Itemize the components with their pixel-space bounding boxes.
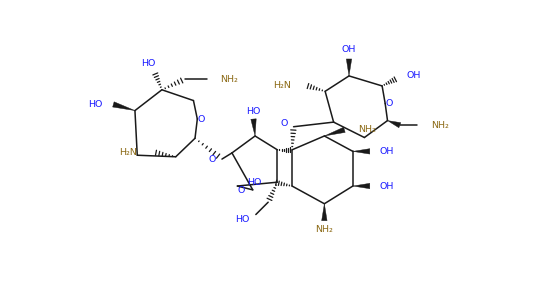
Text: NH₂: NH₂ [221, 74, 238, 83]
Polygon shape [387, 120, 401, 128]
Text: H₂N: H₂N [273, 81, 291, 90]
Polygon shape [322, 204, 327, 221]
Text: OH: OH [379, 147, 393, 156]
Polygon shape [251, 119, 256, 136]
Polygon shape [353, 149, 370, 154]
Text: O: O [280, 119, 287, 128]
Text: OH: OH [379, 181, 393, 190]
Text: H₂N: H₂N [119, 148, 138, 157]
Text: NH₂: NH₂ [316, 225, 333, 234]
Polygon shape [325, 127, 345, 136]
Text: OH: OH [342, 45, 356, 54]
Polygon shape [353, 183, 370, 189]
Text: O: O [208, 155, 216, 164]
Text: O: O [237, 186, 245, 195]
Text: OH: OH [407, 71, 421, 80]
Text: HO: HO [235, 215, 249, 224]
Text: HO: HO [247, 178, 261, 187]
Text: HO: HO [141, 59, 155, 68]
Text: O: O [197, 115, 205, 123]
Text: NH₂: NH₂ [358, 125, 376, 134]
Polygon shape [346, 59, 352, 76]
Text: O: O [385, 99, 393, 108]
Text: HO: HO [88, 100, 103, 109]
Text: HO: HO [246, 107, 261, 116]
Text: NH₂: NH₂ [431, 121, 448, 130]
Polygon shape [112, 102, 135, 111]
